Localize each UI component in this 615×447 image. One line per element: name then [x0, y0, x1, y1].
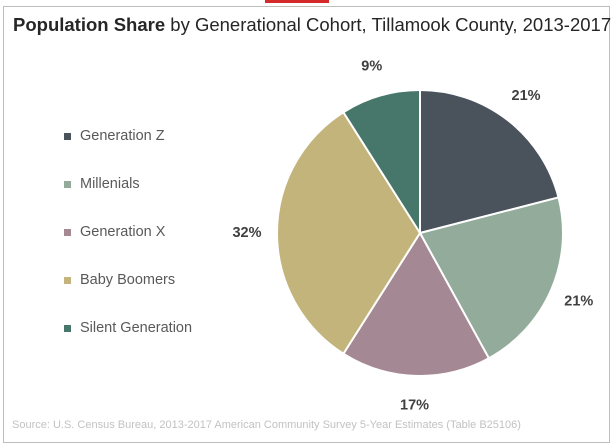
pie-slice-baby-boomers: [276, 110, 422, 356]
legend-swatch-baby-boomers: [64, 276, 71, 284]
legend-item-silent-generation: Silent Generation: [64, 304, 192, 352]
chart-legend: Generation Z Millenials Generation X Baby B…: [64, 112, 192, 352]
chart-title: Population Share by Generational Cohort,…: [13, 14, 612, 36]
data-label-silent-generation: 9%: [361, 59, 382, 75]
pie-slice-generation-x: [341, 231, 491, 377]
legend-item-generation-z: Generation Z: [64, 112, 192, 160]
legend-swatch-millenials: [64, 180, 71, 188]
data-label-generation-x: 17%: [400, 398, 429, 414]
legend-item-baby-boomers: Baby Boomers: [64, 256, 192, 304]
legend-item-millenials: Millenials: [64, 160, 192, 208]
legend-label-millenials: Millenials: [80, 176, 140, 192]
legend-item-generation-x: Generation X: [64, 208, 192, 256]
chart-title-rest: by Generational Cohort, Tillamook County…: [165, 14, 612, 35]
chart-title-bold: Population Share: [13, 14, 166, 35]
legend-label-generation-x: Generation X: [80, 224, 166, 240]
top-accent-bar: [265, 0, 329, 3]
source-note: Source: U.S. Census Bureau, 2013-2017 Am…: [12, 419, 521, 431]
legend-swatch-generation-x: [64, 228, 71, 236]
pie-slice-silent-generation: [341, 88, 421, 237]
legend-label-baby-boomers: Baby Boomers: [80, 272, 176, 288]
legend-swatch-generation-z: [64, 132, 71, 140]
data-label-millenials: 21%: [564, 294, 593, 310]
data-label-generation-z: 21%: [512, 88, 541, 104]
data-label-baby-boomers: 32%: [232, 225, 261, 241]
legend-label-silent-generation: Silent Generation: [80, 320, 193, 336]
chart-frame: [3, 6, 610, 443]
pie-slice-generation-z: [419, 88, 560, 235]
legend-label-generation-z: Generation Z: [80, 128, 165, 144]
pie-slice-millenials: [418, 196, 564, 360]
legend-swatch-silent-generation: [64, 324, 71, 332]
